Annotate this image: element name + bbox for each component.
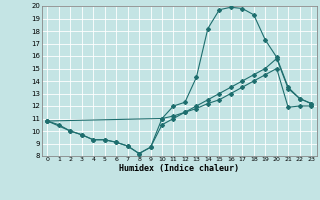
X-axis label: Humidex (Indice chaleur): Humidex (Indice chaleur) — [119, 164, 239, 173]
